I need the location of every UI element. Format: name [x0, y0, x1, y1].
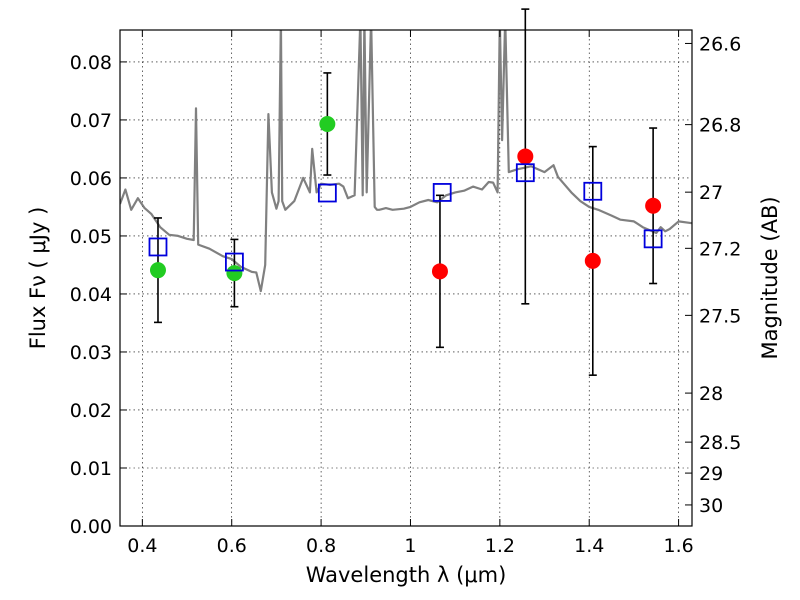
x-tick-label: 1.2 — [485, 535, 515, 557]
x-tick-label: 1.6 — [663, 535, 693, 557]
grid-lines — [120, 30, 692, 526]
model-point — [317, 183, 337, 203]
data-point — [226, 265, 243, 282]
mag-tick-label: 28 — [699, 383, 723, 405]
y-tick-label: 0.08 — [70, 52, 112, 74]
data-points — [148, 8, 663, 376]
data-point — [584, 252, 601, 269]
model-point — [515, 163, 535, 183]
data-point — [319, 115, 336, 132]
y-tick-label: 0.06 — [70, 168, 112, 190]
y-tick-label: 0.00 — [70, 516, 112, 538]
mag-tick-label: 29 — [699, 463, 723, 485]
model-point — [224, 252, 244, 272]
y-tick-label: 0.01 — [70, 458, 112, 480]
model-spectrum-line — [120, 30, 692, 293]
mag-tick-label: 27.2 — [699, 238, 741, 260]
y-tick-label: 0.05 — [70, 226, 112, 248]
x-tick-label: 0.8 — [306, 535, 336, 557]
model-point — [432, 183, 452, 202]
data-point — [517, 148, 534, 165]
model-spectrum — [120, 30, 692, 293]
mag-tick-label: 30 — [699, 495, 723, 517]
x-tick-label: 1 — [404, 535, 416, 557]
right-axis-label: Magnitude (AB) — [758, 196, 782, 359]
x-tick-label: 0.4 — [127, 535, 157, 557]
mag-tick-label: 27.5 — [699, 305, 741, 327]
mag-tick-label: 26.6 — [699, 33, 741, 55]
mag-tick-label: 28.5 — [699, 432, 741, 454]
x-tick-label: 0.6 — [217, 535, 247, 557]
model-point — [643, 229, 663, 249]
data-point — [149, 262, 166, 279]
mag-tick-label: 27 — [699, 182, 723, 204]
model-point — [148, 237, 168, 257]
y-tick-label: 0.02 — [70, 400, 112, 422]
data-point — [645, 197, 662, 214]
y-tick-label: 0.07 — [70, 110, 112, 132]
model-point — [583, 181, 603, 201]
x-axis-label: Wavelength λ (μm) — [306, 563, 507, 587]
y-axis-label: Flux Fν ( μJy ) — [26, 207, 50, 350]
plot-frame — [119, 29, 693, 527]
x-tick-label: 1.4 — [574, 535, 604, 557]
y-tick-label: 0.03 — [70, 342, 112, 364]
axis-ticks: 0.4 0.6 0.8 1 1.2 1.4 1.6 0.00 0.01 0.02 0.03 0.04 0… — [70, 30, 741, 557]
data-point — [431, 263, 448, 280]
mag-tick-label: 26.8 — [699, 115, 741, 137]
y-tick-label: 0.04 — [70, 284, 112, 306]
